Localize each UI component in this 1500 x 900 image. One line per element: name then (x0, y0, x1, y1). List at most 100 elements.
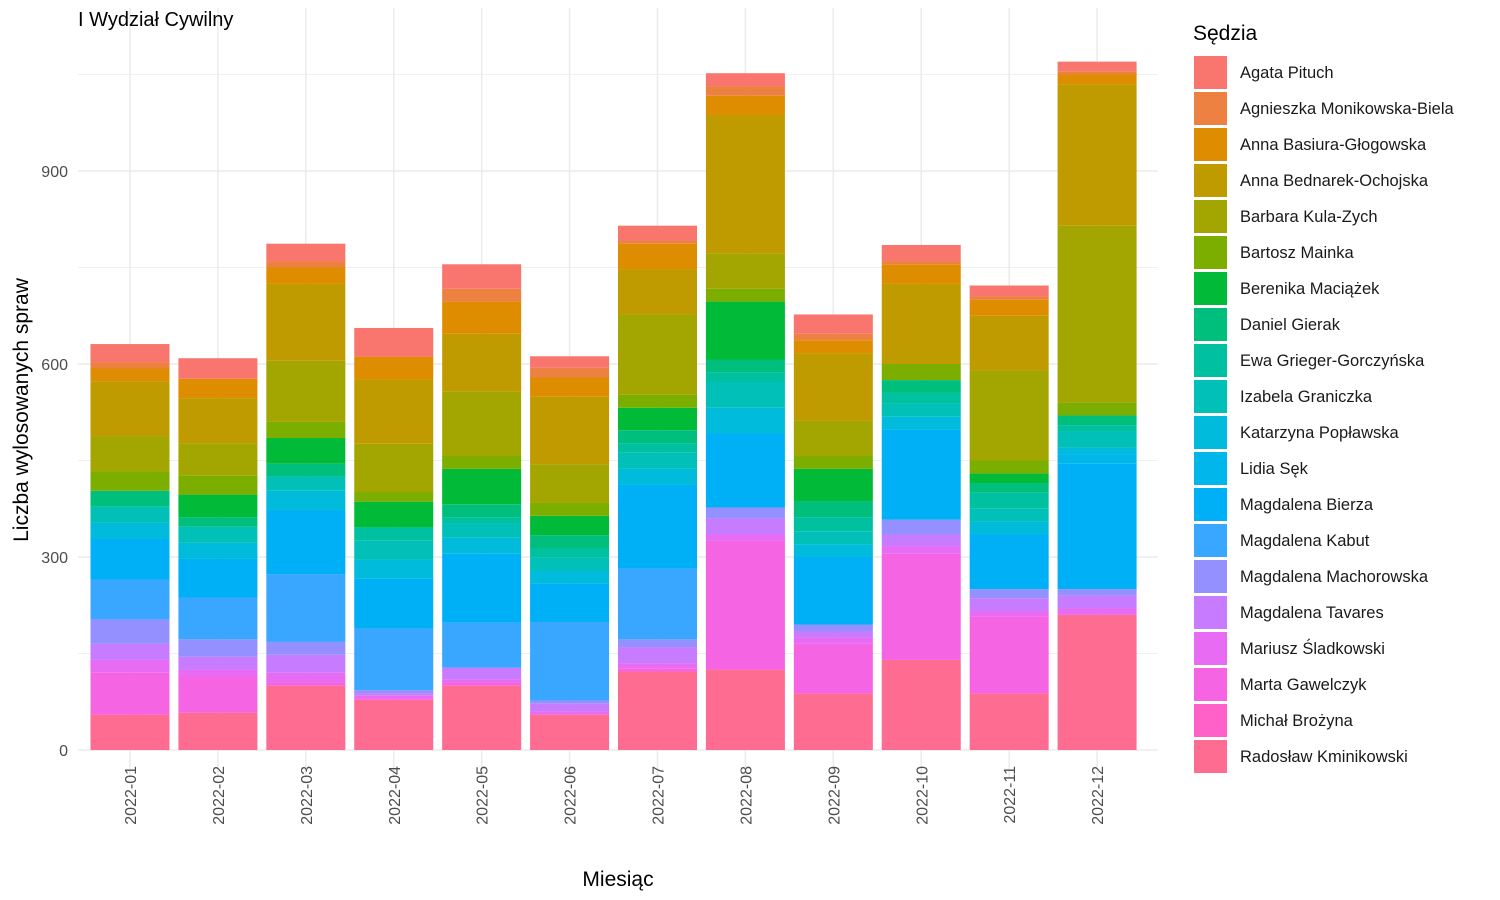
x-tick-label: 2022-08 (738, 766, 755, 825)
bar-segment: Anna Basiura-Głogowska 2022-08: 30 (705, 95, 785, 116)
legend-item: Magdalena Bierza (1194, 488, 1374, 521)
bar-segment: Agata Pituch 2022-05: 38 (442, 264, 522, 289)
bar-segment: Ewa Grieger-Gorczyńska 2022-05: 10 (442, 517, 522, 524)
bar-segment: Magdalena Bierza 2022-05: 107 (442, 553, 522, 623)
bar-segment: Izabela Graniczka 2022-05: 22 (442, 523, 522, 538)
bar-segment: Ewa Grieger-Gorczyńska 2022-09: 22 (793, 517, 873, 532)
legend-swatch (1194, 272, 1227, 305)
legend-swatch (1194, 164, 1227, 197)
bar-segment: Magdalena Tavares 2022-12: 20 (1057, 595, 1137, 609)
bar-segment: Agata Pituch 2022-07: 23 (618, 225, 697, 241)
legend-label: Anna Basiura-Głogowska (1240, 136, 1427, 154)
bar-segment: Magdalena Bierza 2022-12: 195 (1057, 463, 1137, 590)
legend-label: Magdalena Bierza (1240, 496, 1374, 514)
bar-segment: Daniel Gierak 2022-03: 20 (266, 463, 346, 477)
bar-segment: Anna Bednarek-Ochojska 2022-04: 100 (354, 379, 434, 444)
legend-item: Magdalena Kabut (1194, 524, 1370, 557)
bar-segment: Anna Bednarek-Ochojska 2022-06: 105 (530, 396, 610, 465)
bar-segment: Izabela Graniczka 2022-12: 25 (1057, 431, 1137, 448)
bar-segment: Agata Pituch 2022-02: 32 (178, 358, 258, 379)
bar-stack: Radosław Kminikowski 2022-05: 100Marta G… (442, 264, 522, 750)
bar-segment: Barbara Kula-Zych 2022-12: 275 (1057, 225, 1137, 403)
bar-segment: Daniel Gierak 2022-11: 15 (969, 483, 1049, 493)
legend-label: Magdalena Tavares (1240, 604, 1384, 622)
bar-segment: Mariusz Śladkowski 2022-11: 8 (969, 611, 1049, 617)
bar-segment: Katarzyna Popławska 2022-07: 25 (618, 468, 697, 485)
bar-segment: Katarzyna Popławska 2022-01: 25 (90, 522, 170, 539)
bar-segment: Anna Bednarek-Ochojska 2022-12: 220 (1057, 84, 1137, 226)
legend-swatch (1194, 344, 1227, 377)
bar-segment: Daniel Gierak 2022-09: 25 (793, 501, 873, 518)
legend-swatch (1194, 560, 1227, 593)
bar-segment: Anna Bednarek-Ochojska 2022-03: 120 (266, 283, 346, 361)
legend-swatch (1194, 200, 1227, 233)
x-tick-label: 2022-01 (123, 766, 140, 825)
bar-segment: Barbara Kula-Zych 2022-05: 100 (442, 391, 522, 456)
legend-item: Izabela Graniczka (1194, 380, 1373, 413)
bar-segment: Radosław Kminikowski 2022-03: 100 (266, 685, 346, 750)
x-tick-label: 2022-04 (387, 766, 404, 825)
legend-label: Berenika Maciążek (1240, 280, 1380, 298)
bar-segment: Katarzyna Popławska 2022-09: 20 (793, 544, 873, 557)
bar-segment: Magdalena Kabut 2022-01: 62 (90, 579, 170, 620)
bar-segment: Agnieszka Monikowska-Biela 2022-03: 10 (266, 261, 346, 268)
bar-segment: Radosław Kminikowski 2022-09: 88 (793, 693, 873, 750)
bar-segment: Magdalena Machorowska 2022-10: 23 (881, 519, 961, 535)
bar-segment: Ewa Grieger-Gorczyńska 2022-08: 15 (705, 372, 785, 383)
legend-label: Radosław Kminikowski (1240, 748, 1408, 766)
bar-segment: Katarzyna Popławska 2022-05: 25 (442, 537, 522, 554)
bar-segment: Barbara Kula-Zych 2022-07: 125 (618, 314, 697, 395)
legend-item: Marta Gawelczyk (1194, 668, 1367, 701)
bar-segment: Daniel Gierak 2022-05: 20 (442, 504, 522, 518)
bar-segment: Katarzyna Popławska 2022-11: 20 (969, 521, 1049, 535)
bar-segment: Katarzyna Popławska 2022-04: 30 (354, 559, 434, 579)
legend-item: Anna Basiura-Głogowska (1194, 128, 1427, 161)
bar-segment: Magdalena Kabut 2022-05: 70 (442, 622, 522, 668)
y-tick-label: 300 (41, 550, 68, 567)
legend-swatch (1194, 488, 1227, 521)
bar-segment: Magdalena Bierza 2022-03: 100 (266, 510, 346, 575)
bar-stack: Radosław Kminikowski 2022-09: 88Marta Ga… (793, 314, 873, 750)
bar-segment: Mariusz Śladkowski 2022-06: 5 (530, 711, 610, 715)
legend-swatch (1194, 92, 1227, 125)
bar-segment: Magdalena Machorowska 2022-06: 5 (530, 700, 610, 704)
bar-segment: Agata Pituch 2022-09: 30 (793, 314, 873, 334)
bar-segment: Anna Basiura-Głogowska 2022-04: 35 (354, 356, 434, 380)
bar-segment: Daniel Gierak 2022-06: 20 (530, 535, 610, 548)
bar-segment: Mariusz Śladkowski 2022-09: 10 (793, 637, 873, 644)
bar-segment: Anna Basiura-Głogowska 2022-07: 40 (618, 243, 697, 270)
bar-segment: Katarzyna Popławska 2022-12: 10 (1057, 447, 1137, 455)
bar-segment: Agata Pituch 2022-12: 15 (1057, 61, 1137, 72)
bar-segment: Anna Basiura-Głogowska 2022-03: 25 (266, 267, 346, 284)
bar-segment: Magdalena Machorowska 2022-02: 27 (178, 639, 258, 657)
bar-segment: Izabela Graniczka 2022-03: 22 (266, 476, 346, 491)
bar-segment: Radosław Kminikowski 2022-04: 78 (354, 699, 434, 750)
bar-segment: Daniel Gierak 2022-10: 20 (881, 380, 961, 393)
legend-label: Izabela Graniczka (1240, 388, 1373, 406)
bar-segment: Radosław Kminikowski 2022-11: 88 (969, 693, 1049, 750)
bar-segment: Agata Pituch 2022-01: 28 (90, 344, 170, 363)
bar-segment: Ewa Grieger-Gorczyńska 2022-12: 10 (1057, 425, 1137, 432)
bar-segment: Magdalena Machorowska 2022-03: 20 (266, 641, 346, 655)
x-tick-label: 2022-07 (651, 766, 668, 825)
bar-segment: Agnieszka Monikowska-Biela 2022-06: 15 (530, 367, 610, 378)
bar-segment: Anna Basiura-Głogowska 2022-01: 20 (90, 368, 170, 382)
bar-segment: Magdalena Kabut 2022-04: 96 (354, 628, 434, 691)
legend-swatch (1194, 128, 1227, 161)
legend-label: Mariusz Śladkowski (1240, 639, 1385, 658)
bar-segment: Radosław Kminikowski 2022-12: 210 (1057, 614, 1137, 750)
bar-segment: Magdalena Tavares 2022-10: 18 (881, 534, 961, 547)
bar-segment: Berenika Maciążek 2022-03: 40 (266, 437, 346, 464)
legend-swatch (1194, 668, 1227, 701)
bar-segment: Barbara Kula-Zych 2022-06: 60 (530, 464, 610, 503)
bar-segment: Daniel Gierak 2022-02: 15 (178, 517, 258, 527)
bars: Radosław Kminikowski 2022-01: 55Marta Ga… (90, 61, 1137, 750)
legend-item: Bartosz Mainka (1194, 236, 1355, 269)
bar-segment: Bartosz Mainka 2022-02: 30 (178, 475, 258, 495)
bar-segment: Agata Pituch 2022-06: 18 (530, 356, 610, 368)
bar-segment: Magdalena Machorowska 2022-08: 17 (705, 507, 785, 519)
bar-segment: Bartosz Mainka 2022-04: 15 (354, 492, 434, 502)
legend-label: Magdalena Machorowska (1240, 568, 1429, 586)
legend-swatch (1194, 236, 1227, 269)
bar-stack: Radosław Kminikowski 2022-04: 78Marta Ga… (354, 327, 434, 750)
